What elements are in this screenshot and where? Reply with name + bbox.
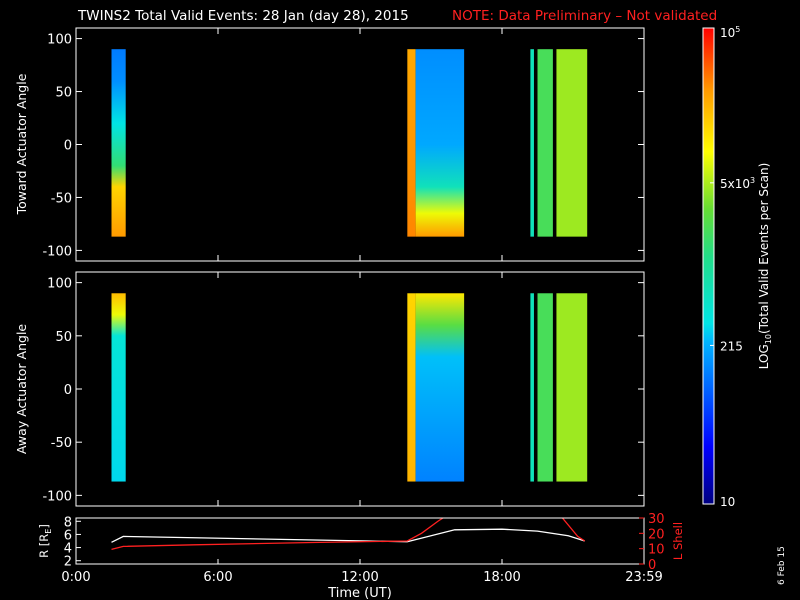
- y-tick-label: 6: [64, 528, 72, 543]
- y-tick-label: 50: [55, 86, 72, 101]
- away-heatmap-blocks: [111, 293, 588, 482]
- y-tick-label: 20: [648, 527, 665, 542]
- colorbar-gradient: [702, 27, 715, 505]
- x-tick-label: 0:00: [61, 570, 90, 585]
- y-tick-label: 0: [648, 558, 656, 573]
- y-tick-label: -100: [42, 489, 72, 504]
- colorbar-tick-label: 5x103: [720, 176, 755, 191]
- heatmap-block: [537, 293, 553, 482]
- orbit-lines: [111, 518, 586, 551]
- y-tick-label: 30: [648, 512, 665, 527]
- radius-axis-label: R [RE]: [37, 524, 53, 558]
- colorbar-label: LOG10(Total Valid Events per Scan): [757, 163, 773, 370]
- y-tick-label: 0: [64, 383, 72, 398]
- heatmap-block: [415, 49, 465, 237]
- x-tick-label: 18:00: [483, 570, 520, 585]
- y-tick-label: -100: [42, 244, 72, 259]
- date-stamp: 6 Feb 15: [777, 546, 787, 585]
- y-tick-label: 100: [47, 33, 72, 48]
- toward-y-ticks: 100 50 0 -50 -100: [42, 28, 645, 261]
- lshell-line: [561, 518, 586, 542]
- x-tick-label: 6:00: [203, 570, 232, 585]
- figure-title: TWINS2 Total Valid Events: 28 Jan (day 2…: [77, 8, 409, 24]
- heatmap-block: [556, 49, 588, 237]
- y-tick-label: 4: [64, 542, 72, 557]
- y-tick-label: 8: [64, 515, 72, 530]
- toward-heatmap-panel: 100 50 0 -50 -100 Toward Actuator Angle: [14, 27, 645, 262]
- y-tick-label: -50: [51, 191, 72, 206]
- lshell-line: [111, 518, 445, 551]
- heatmap-block: [111, 49, 126, 237]
- colorbar-ticks: 105 5x103 215 10: [710, 25, 755, 509]
- y-tick-label: 2: [64, 555, 72, 570]
- time-axis-label: Time (UT): [327, 586, 392, 600]
- heatmap-block: [407, 293, 416, 482]
- away-y-axis-label: Away Actuator Angle: [14, 324, 29, 455]
- colorbar-tick-label: 105: [720, 25, 740, 40]
- toward-y-axis-label: Toward Actuator Angle: [14, 73, 29, 215]
- y-tick-label: 50: [55, 330, 72, 345]
- colorbar: 105 5x103 215 10 LOG10(Total Valid Events p…: [702, 25, 773, 509]
- orbit-x-ticks: 0:00 6:00 12:00 18:00 23:59: [61, 559, 663, 585]
- y-tick-label: 10: [648, 543, 665, 558]
- toward-heatmap-blocks: [111, 49, 588, 237]
- radius-line: [111, 528, 585, 543]
- heatmap-block: [556, 293, 588, 482]
- y-tick-label: 100: [47, 277, 72, 292]
- preliminary-note: NOTE: Data Preliminary – Not validated: [452, 8, 717, 24]
- heatmap-block: [530, 49, 534, 237]
- x-tick-label: 12:00: [341, 570, 378, 585]
- heatmap-block: [415, 293, 465, 482]
- lshell-axis-label: L Shell: [671, 522, 685, 560]
- y-tick-label: -50: [51, 436, 72, 451]
- heatmap-block: [111, 293, 126, 482]
- colorbar-tick-label: 215: [720, 339, 743, 353]
- heatmap-block: [407, 49, 416, 237]
- away-y-ticks: 100 50 0 -50 -100: [42, 272, 645, 506]
- y-tick-label: 0: [64, 139, 72, 154]
- away-heatmap-panel: 100 50 0 -50 -100 Away Actuator Angle: [14, 271, 645, 507]
- heatmap-block: [537, 49, 553, 237]
- colorbar-tick-label: 10: [720, 495, 735, 509]
- x-tick-label: 23:59: [625, 570, 662, 585]
- heatmap-block: [530, 293, 534, 482]
